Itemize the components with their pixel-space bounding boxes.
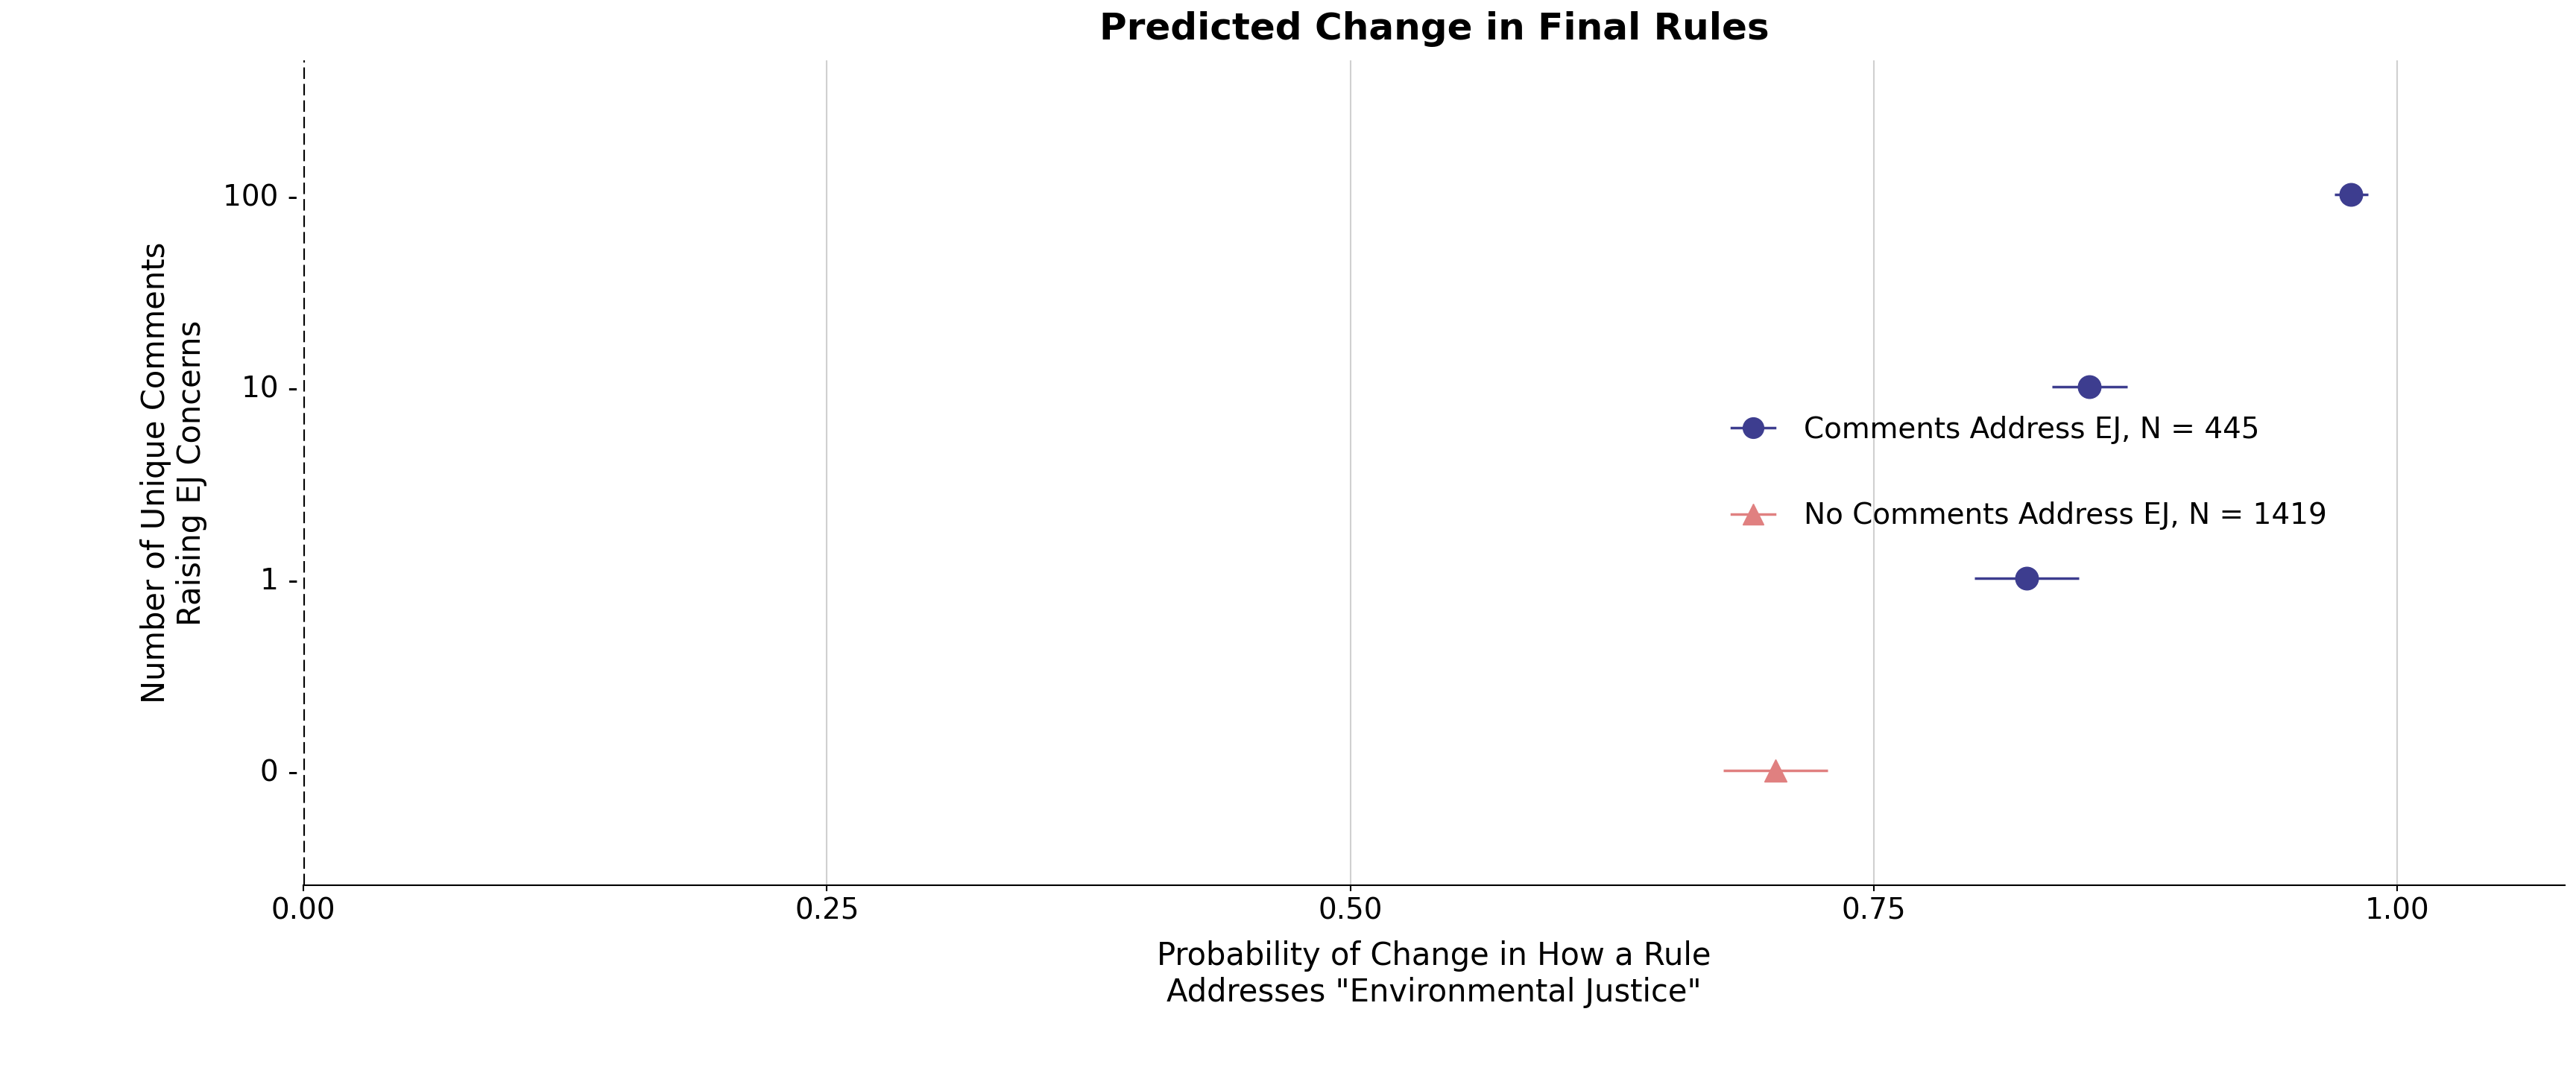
Legend: Comments Address EJ, N = 445, No Comments Address EJ, N = 1419: Comments Address EJ, N = 445, No Comment… xyxy=(1721,403,2339,542)
Title: Predicted Change in Final Rules: Predicted Change in Final Rules xyxy=(1100,11,1770,47)
Y-axis label: Number of Unique Comments
Raising EJ Concerns: Number of Unique Comments Raising EJ Con… xyxy=(139,242,209,704)
X-axis label: Probability of Change in How a Rule
Addresses "Environmental Justice": Probability of Change in How a Rule Addr… xyxy=(1157,941,1710,1009)
